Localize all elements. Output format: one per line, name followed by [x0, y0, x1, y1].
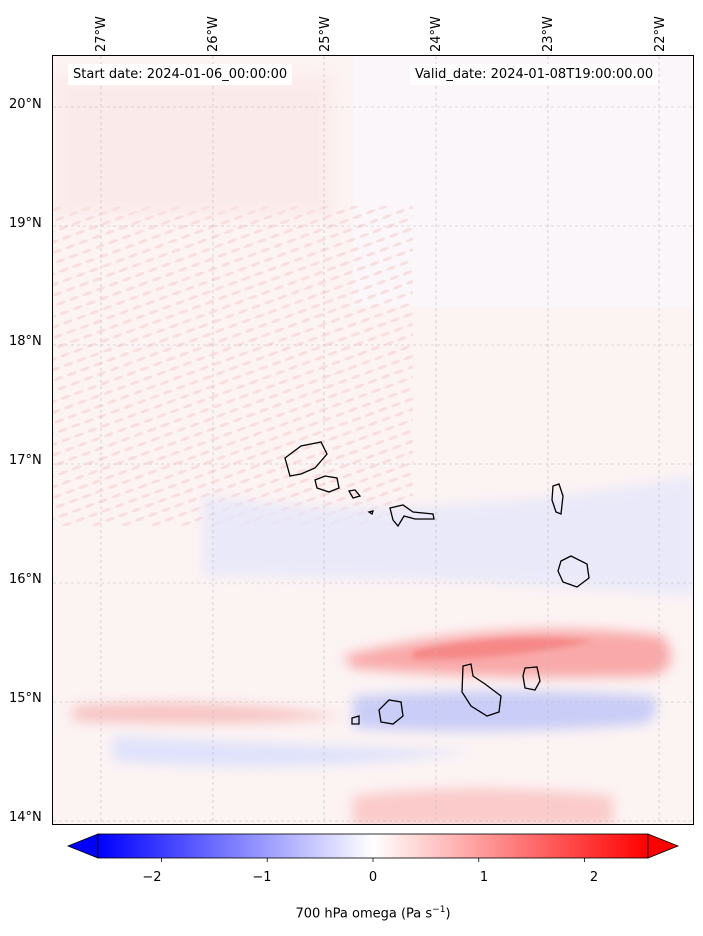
islet	[367, 510, 374, 516]
island-maio	[522, 666, 541, 691]
lon-label: 23°W	[541, 16, 556, 52]
lat-label: 17°N	[9, 453, 42, 468]
start-date-box: Start date: 2024-01-06_00:00:00	[68, 64, 293, 85]
lat-label: 15°N	[9, 691, 42, 706]
colorbar-bar	[97, 833, 649, 859]
map-panel[interactable]	[52, 55, 694, 825]
gravity-wave-texture	[53, 206, 413, 526]
island-sao-vicente	[314, 475, 340, 493]
graticule	[53, 56, 693, 824]
lat-label: 14°N	[9, 810, 42, 825]
central-descent-band	[203, 476, 693, 596]
lat-label: 19°N	[9, 216, 42, 231]
ascent-band-south	[353, 788, 613, 824]
island-brava	[351, 715, 360, 725]
island-sal	[551, 483, 564, 515]
colorbar	[66, 833, 680, 862]
descent-band-west	[113, 736, 473, 767]
ascent-streak-west	[73, 702, 343, 724]
island-fogo	[378, 699, 404, 725]
descent-band	[353, 691, 657, 732]
weak-ascent-region	[53, 76, 333, 216]
lon-label: 25°W	[318, 16, 333, 52]
colorbar-tick: 2	[589, 870, 599, 885]
island-santiago	[461, 663, 502, 717]
lon-label: 27°W	[94, 16, 109, 52]
island-santa-luzia	[347, 489, 362, 499]
lon-label: 24°W	[429, 16, 444, 52]
lat-label: 20°N	[9, 97, 42, 112]
colorbar-label-exponent: −1	[432, 905, 446, 915]
start-date: Start date: 2024-01-06_00:00:00	[73, 67, 288, 82]
coastlines	[284, 441, 590, 725]
lat-label: 16°N	[9, 572, 42, 587]
colorbar-label-text: 700 hPa omega (Pa s	[295, 906, 433, 922]
strong-ascent-core	[413, 637, 593, 660]
lon-label: 22°W	[653, 16, 668, 52]
lat-label: 18°N	[9, 334, 42, 349]
colorbar-tick: 1	[479, 870, 489, 885]
island-santo-antao	[284, 441, 328, 477]
colorbar-max-extend	[647, 833, 680, 859]
colorbar-min-extend	[66, 833, 99, 859]
colorbar-tick: −1	[252, 870, 272, 885]
colorbar-label-close: )	[445, 906, 451, 922]
colorbar-tick: 0	[368, 870, 378, 885]
valid-date-box: Valid_date: 2024-01-08T19:00:00.00	[410, 64, 659, 85]
island-sao-nicolau	[389, 504, 435, 528]
lon-label: 26°W	[206, 16, 221, 52]
valid-date: Valid_date: 2024-01-08T19:00:00.00	[415, 67, 654, 82]
island-boa-vista	[557, 555, 590, 588]
colorbar-tick: −2	[142, 870, 162, 885]
omega-field-map[interactable]	[53, 56, 694, 825]
colorbar-label: 700 hPa omega (Pa s−1)	[0, 905, 703, 921]
